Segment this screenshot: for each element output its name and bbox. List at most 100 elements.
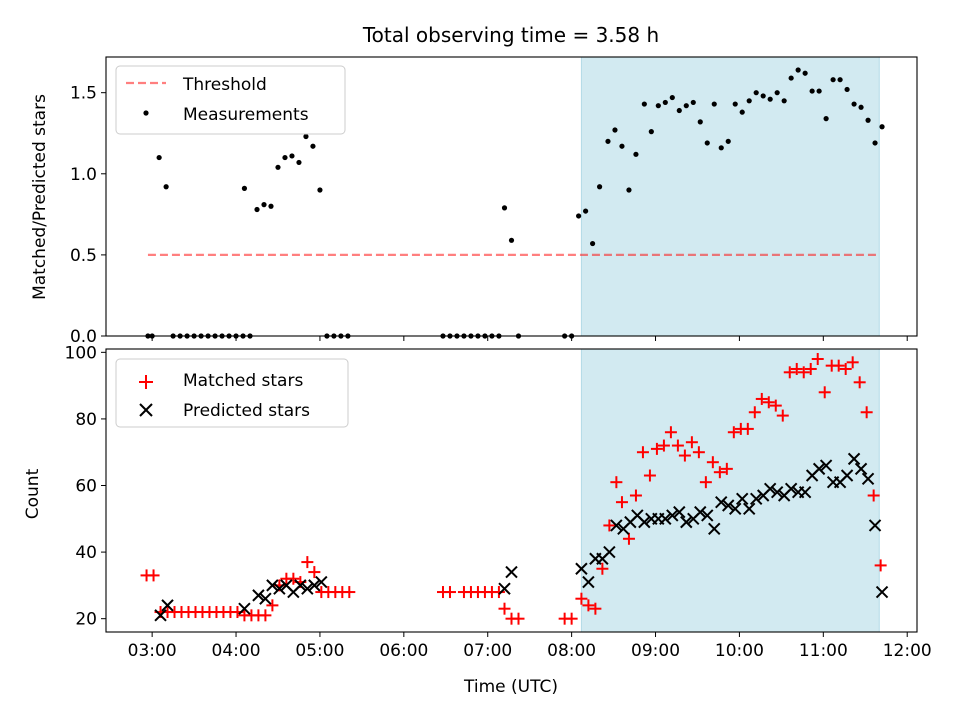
predicted-stars-point <box>638 515 651 529</box>
y-tick-label: 40 <box>75 543 97 563</box>
matched-stars-point <box>860 406 873 419</box>
measurement-point <box>788 75 794 81</box>
matched-stars-point <box>610 476 623 489</box>
measurement-point <box>718 145 724 151</box>
measurement-point <box>697 119 703 125</box>
measurement-point <box>261 202 267 208</box>
matched-stars-point <box>790 362 803 375</box>
matched-stars-point <box>755 392 768 405</box>
predicted-stars-point <box>238 602 251 615</box>
matched-stars-point <box>443 586 456 599</box>
matched-stars-point <box>839 362 852 375</box>
matched-stars-point <box>259 609 272 622</box>
predicted-stars-point <box>259 592 272 605</box>
predicted-stars-point <box>708 522 721 535</box>
top-y-axis-label: Matched/Predicted stars <box>30 94 50 300</box>
matched-stars-point <box>615 496 628 509</box>
matched-stars-point <box>804 362 817 375</box>
measurement-point <box>725 138 731 144</box>
matched-stars-point <box>492 586 505 599</box>
x-tick-label: 07:00 <box>463 641 512 661</box>
matched-stars-point <box>727 426 740 439</box>
matched-stars-point <box>575 592 588 605</box>
matched-stars-point <box>603 519 616 532</box>
bottom-panel: 03:00 04:00 05:00 06:00 07:00 08:00 09:00 10:00… <box>23 343 932 661</box>
measurement-point <box>317 187 323 193</box>
matched-stars-point <box>748 406 761 419</box>
x-tick-label: 05:00 <box>295 641 344 661</box>
predicted-stars-point <box>610 519 623 532</box>
matched-stars-point <box>308 566 321 579</box>
y-tick-label: 1.0 <box>70 165 97 185</box>
matched-stars-point <box>512 612 525 625</box>
legend-threshold-label: Threshold <box>182 75 267 95</box>
y-tick-label: 1.5 <box>70 84 97 104</box>
measurement-point <box>767 96 773 102</box>
measurement-point <box>241 185 248 191</box>
measurement-point <box>690 99 696 106</box>
observing-interval-shade <box>580 348 880 633</box>
measurement-point <box>774 90 780 96</box>
measurement-point <box>872 140 878 146</box>
matched-stars-point <box>867 489 880 502</box>
y-tick-label: 60 <box>75 477 97 497</box>
predicted-stars-point <box>659 512 672 526</box>
predicted-stars-point <box>582 575 595 589</box>
matched-stars-point <box>846 356 859 369</box>
measurement-point <box>282 154 288 161</box>
matched-stars-point <box>762 396 775 409</box>
measurement-point <box>802 70 808 76</box>
measurement-point <box>296 159 302 166</box>
measurement-point <box>795 67 801 73</box>
predicted-stars-point <box>498 582 511 595</box>
measurement-point <box>837 77 843 83</box>
measurement-point <box>641 101 647 107</box>
chart-title: Total observing time = 3.58 h <box>362 23 659 47</box>
measurement-point <box>275 164 281 170</box>
matched-stars-point <box>650 442 663 455</box>
measurement-point <box>612 127 618 133</box>
predicted-stars-point <box>736 492 749 506</box>
predicted-stars-point <box>694 505 707 519</box>
matched-stars-point <box>741 422 754 435</box>
y-tick-label: 0.5 <box>70 246 97 266</box>
measurement-point <box>310 143 316 149</box>
measurement-point <box>633 151 639 157</box>
matched-stars-point <box>266 599 279 612</box>
predicted-stars-point <box>701 509 714 522</box>
predicted-stars-point <box>680 515 693 529</box>
bottom-axes-frame <box>105 348 918 633</box>
matched-stars-point <box>811 352 824 365</box>
measurement-point <box>583 208 589 214</box>
top-axes-frame <box>105 56 918 337</box>
top-panel: 0.0 0.5 1.0 1.5 Matched/Predicted stars Thr… <box>30 56 918 347</box>
predicted-stars-point <box>847 452 861 466</box>
measurement-point <box>662 99 668 106</box>
matched-stars-point <box>582 599 595 612</box>
measurement-point <box>655 103 661 109</box>
matched-stars-point <box>797 366 810 379</box>
y-tick-label: 20 <box>75 610 97 630</box>
matched-stars-point <box>685 436 698 449</box>
matched-stars-point <box>699 476 712 489</box>
predicted-stars-point <box>861 472 875 486</box>
predicted-stars-point <box>784 482 798 496</box>
matched-stars-point <box>818 386 831 399</box>
measurement-point <box>823 116 829 122</box>
predicted-stars-point <box>715 495 728 509</box>
x-tick-label: 10:00 <box>715 641 764 661</box>
predicted-stars-point <box>294 579 307 592</box>
measurement-point <box>760 93 766 99</box>
legend-predicted-swatch <box>139 403 153 417</box>
x-tick-label: 06:00 <box>379 641 428 661</box>
predicted-stars-point <box>252 589 265 602</box>
observing-interval-shade <box>580 56 880 337</box>
predicted-stars-point <box>722 499 735 512</box>
predicted-stars-point <box>161 599 174 612</box>
matched-stars-point <box>636 446 649 459</box>
matched-stars-point <box>706 456 719 469</box>
matched-stars-point <box>629 489 642 502</box>
matched-stars-point <box>853 376 866 389</box>
x-tick-label: 04:00 <box>212 641 261 661</box>
